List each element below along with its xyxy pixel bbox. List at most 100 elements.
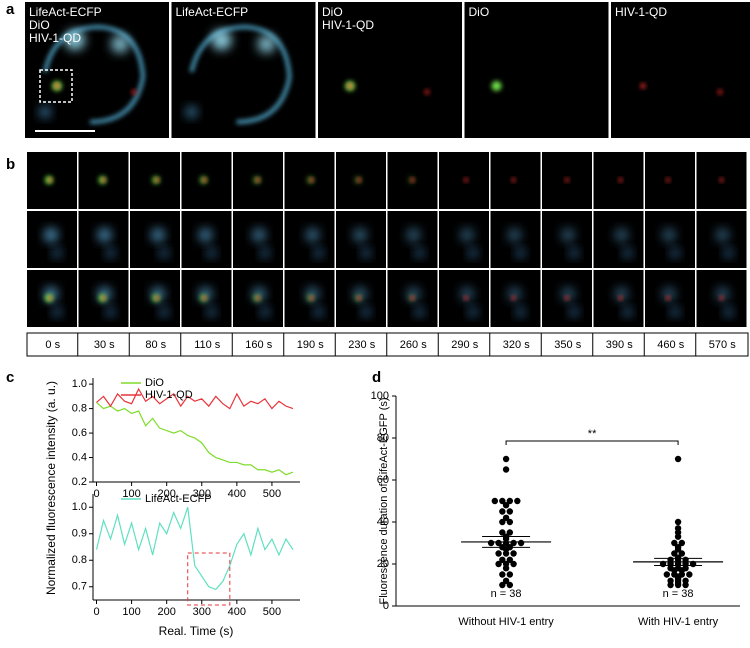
dot <box>678 539 686 547</box>
blob <box>52 248 62 258</box>
dot <box>667 581 674 589</box>
roi-box <box>39 69 73 103</box>
blob <box>460 287 474 301</box>
blob <box>101 296 106 300</box>
n-label: n = 38 <box>663 588 694 600</box>
y-axis-label: Normalized fluorescence intensity (a. u.… <box>44 381 58 595</box>
blob <box>565 296 569 300</box>
time-label: 260 s <box>400 339 427 351</box>
blob <box>211 30 232 50</box>
blob <box>666 178 670 182</box>
blob <box>715 287 730 301</box>
dot <box>506 571 514 578</box>
time-label: 230 s <box>348 339 375 351</box>
time-label: 290 s <box>451 339 478 351</box>
blob <box>65 30 85 50</box>
x-tick-label: 0 <box>93 606 99 618</box>
dot <box>506 529 514 536</box>
dot <box>506 497 514 505</box>
x-axis-label: Real. Time (s) <box>159 624 234 638</box>
dot <box>499 508 506 515</box>
dot <box>487 539 495 547</box>
micrograph <box>318 2 462 138</box>
dot <box>491 497 499 505</box>
series-line <box>96 387 294 410</box>
blob <box>361 248 371 258</box>
micrograph <box>611 2 750 138</box>
y-tick-label: 1.0 <box>72 378 87 390</box>
dot <box>499 556 506 563</box>
y-tick-label: 0.4 <box>72 451 87 463</box>
panel-label: d <box>372 369 381 386</box>
dot <box>674 455 682 463</box>
image-label: LifeAct-ECFP <box>176 5 249 19</box>
blob <box>151 228 165 242</box>
time-label: 190 s <box>297 339 324 351</box>
blob <box>511 178 516 182</box>
time-label: 320 s <box>503 339 530 351</box>
blob <box>618 296 623 300</box>
blob <box>309 296 314 300</box>
blob <box>666 296 670 300</box>
blob <box>719 178 724 182</box>
y-tick-label: 20 <box>377 558 389 570</box>
x-tick-label: 500 <box>263 488 281 500</box>
blob <box>256 296 260 300</box>
blob <box>361 307 371 317</box>
micrograph <box>464 2 609 138</box>
blob <box>111 35 129 53</box>
dot <box>499 518 506 526</box>
n-label: n = 38 <box>491 588 522 600</box>
blob <box>515 248 526 258</box>
dot <box>671 539 678 547</box>
blob <box>723 307 734 317</box>
blob <box>614 287 629 301</box>
dot <box>514 497 521 505</box>
dot <box>499 529 506 536</box>
y-tick-label: 80 <box>377 432 389 444</box>
blob <box>410 178 415 182</box>
blob <box>260 248 270 258</box>
blob <box>305 228 320 242</box>
dot <box>674 546 682 553</box>
x-tick-label: 300 <box>193 606 211 618</box>
blob <box>39 106 51 118</box>
blob <box>202 178 207 182</box>
dot <box>502 565 510 572</box>
y-axis-label: Fluorescence duration of LifeAct-EGFP (s… <box>378 397 390 604</box>
micrograph <box>439 152 489 209</box>
dot <box>686 571 693 578</box>
blob <box>618 178 623 182</box>
dot <box>671 550 678 557</box>
y-tick-label: 0 <box>383 600 389 612</box>
dot <box>502 577 510 584</box>
series-line <box>96 402 294 476</box>
dot <box>663 571 671 578</box>
time-label: 460 s <box>657 339 684 351</box>
x-tick-label: 200 <box>157 606 175 618</box>
time-label: 390 s <box>606 339 633 351</box>
time-label: 350 s <box>554 339 581 351</box>
blob <box>640 83 646 89</box>
blob <box>105 248 116 258</box>
image-label: HIV-1-QD <box>322 18 374 32</box>
blob <box>662 228 676 242</box>
blob <box>410 296 415 300</box>
blob <box>561 228 575 242</box>
blob <box>206 248 217 258</box>
dot <box>682 581 689 589</box>
blob <box>723 248 734 258</box>
micrograph <box>645 152 695 209</box>
series-line <box>95 507 294 591</box>
legend-label: LifeAct-ECFP <box>145 493 212 505</box>
dot <box>510 550 517 557</box>
dot <box>502 514 510 521</box>
x-tick-label: 400 <box>228 606 246 618</box>
blob <box>565 178 569 182</box>
blob <box>54 83 60 89</box>
x-tick-label: 300 <box>193 488 211 500</box>
image-label: DiO <box>29 18 50 32</box>
y-tick-label: 1.0 <box>72 501 87 513</box>
blob <box>715 228 730 242</box>
y-tick-label: 60 <box>377 474 389 486</box>
